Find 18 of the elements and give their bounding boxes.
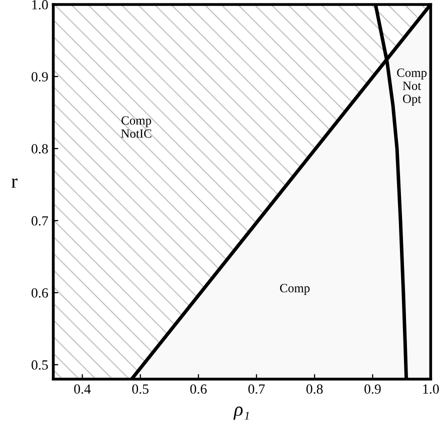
x-tick-label: 1.0 [423, 384, 439, 394]
annotation: Comp Not Opt [397, 68, 427, 106]
x-axis-title: ρ₁ [233, 406, 249, 420]
y-tick-label: 0.7 [32, 216, 48, 226]
x-tick-label: 0.5 [132, 384, 149, 394]
y-tick-label: 1.0 [32, 0, 48, 10]
y-axis-title: r [12, 178, 18, 188]
y-tick-label: 0.6 [32, 288, 48, 298]
y-tick-label: 0.8 [32, 144, 48, 154]
x-tick-label: 0.4 [74, 384, 91, 394]
y-tick-label: 0.9 [32, 72, 48, 82]
annotation: Comp NotIC [121, 116, 152, 138]
x-tick-label: 0.7 [248, 384, 265, 394]
x-tick-label: 0.6 [190, 384, 207, 394]
x-tick-label: 0.8 [306, 384, 323, 394]
x-tick-label: 0.9 [364, 384, 381, 394]
y-tick-label: 0.5 [32, 360, 48, 370]
annotation: Comp [280, 284, 310, 295]
